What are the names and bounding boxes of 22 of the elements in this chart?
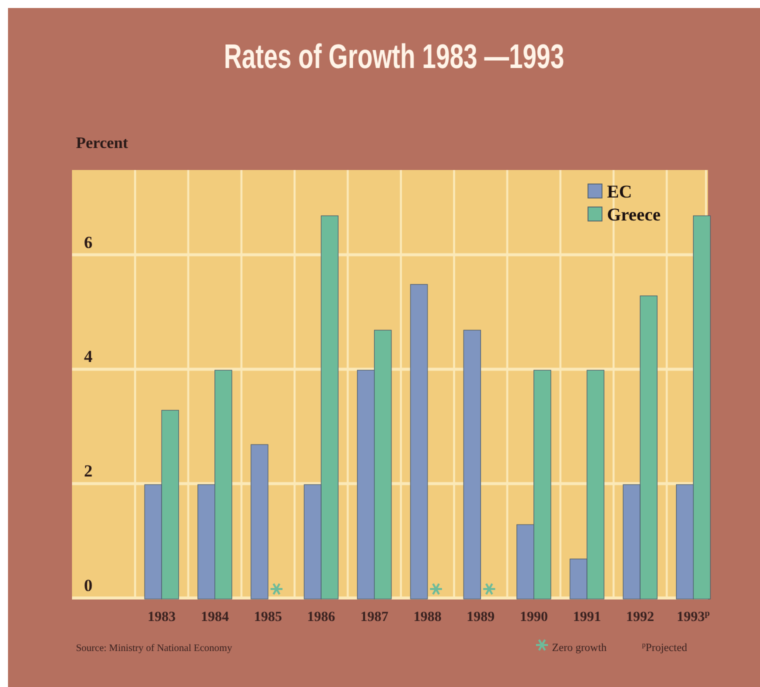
- y-tick-label: 2: [84, 462, 92, 481]
- x-tick-label: 1992: [626, 610, 654, 625]
- y-axis-title: Percent: [76, 135, 129, 152]
- text: Zero growth: [552, 642, 608, 654]
- legend-label: EC: [607, 181, 632, 202]
- x-tick-label: 1993$^{p}$: [676, 608, 710, 625]
- x-tick-label: 1986: [307, 610, 336, 625]
- x-tick-label: 1985: [254, 610, 282, 625]
- x-tick-label: 1984: [200, 610, 229, 625]
- text: $^{p}$Projected: [642, 641, 688, 654]
- legend-label: Greece: [607, 204, 661, 224]
- x-tick-label: 1990: [520, 610, 548, 625]
- x-tick-label: 1988: [414, 610, 442, 625]
- source-note: Source: Ministry of National Economy: [76, 643, 232, 654]
- y-tick-label: 4: [84, 347, 93, 366]
- chart-title: Rates of Growth 1983 —1993: [224, 38, 564, 76]
- x-tick-label: 1983: [148, 610, 176, 625]
- x-tick-label: 1991: [572, 610, 601, 625]
- y-tick-label: 0: [84, 576, 92, 595]
- x-tick-label: 1989: [466, 610, 495, 625]
- y-tick-label: 6: [84, 232, 92, 252]
- x-tick-label: 1987: [360, 610, 388, 625]
